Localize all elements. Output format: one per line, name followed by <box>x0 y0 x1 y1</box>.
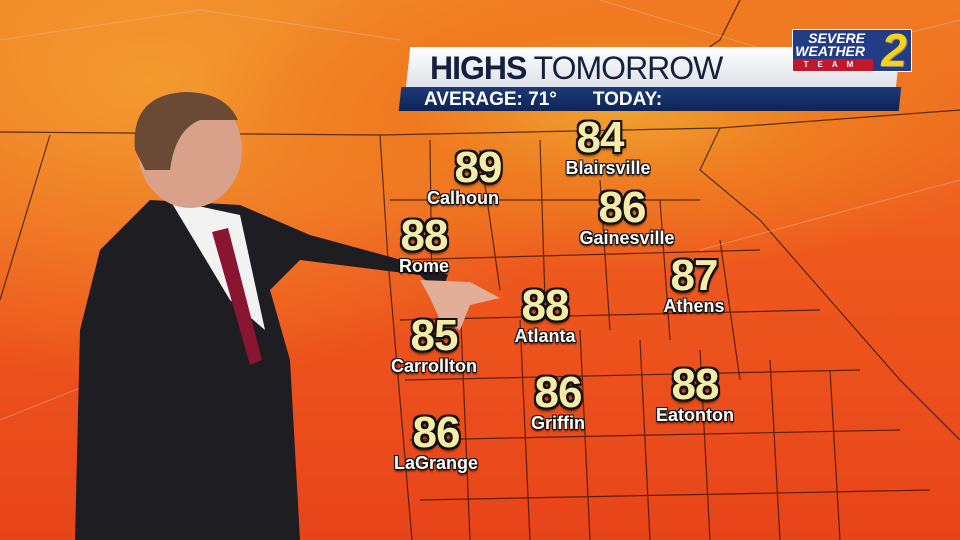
banner-title: HIGHS TOMORROW <box>430 50 723 86</box>
city-gainesville: 86 Gainesville <box>579 183 675 249</box>
city-athens: 87 Athens <box>663 251 725 317</box>
city-atlanta: 88 Atlanta <box>514 281 576 347</box>
average-temp: AVERAGE: 71° <box>424 89 557 110</box>
severe-weather-team-2-logo: SEVERE WEATHER TEAM 2 <box>792 26 912 74</box>
city-rome: 88 Rome <box>398 211 450 277</box>
city-calhoun: 89 Calhoun <box>426 143 502 209</box>
title-banner: HIGHS TOMORROW AVERAGE: 71° TODAY: <box>398 47 902 111</box>
today-temp: TODAY: <box>592 89 663 110</box>
state-border-west <box>379 134 413 540</box>
city-eatonton: 88 Eatonton <box>656 360 734 426</box>
city-blairsville: 84 Blairsville <box>565 113 651 179</box>
city-griffin: 86 Griffin <box>531 368 585 434</box>
city-lagrange: 86 LaGrange <box>393 408 479 474</box>
city-carrollton: 85 Carrollton <box>390 311 478 377</box>
